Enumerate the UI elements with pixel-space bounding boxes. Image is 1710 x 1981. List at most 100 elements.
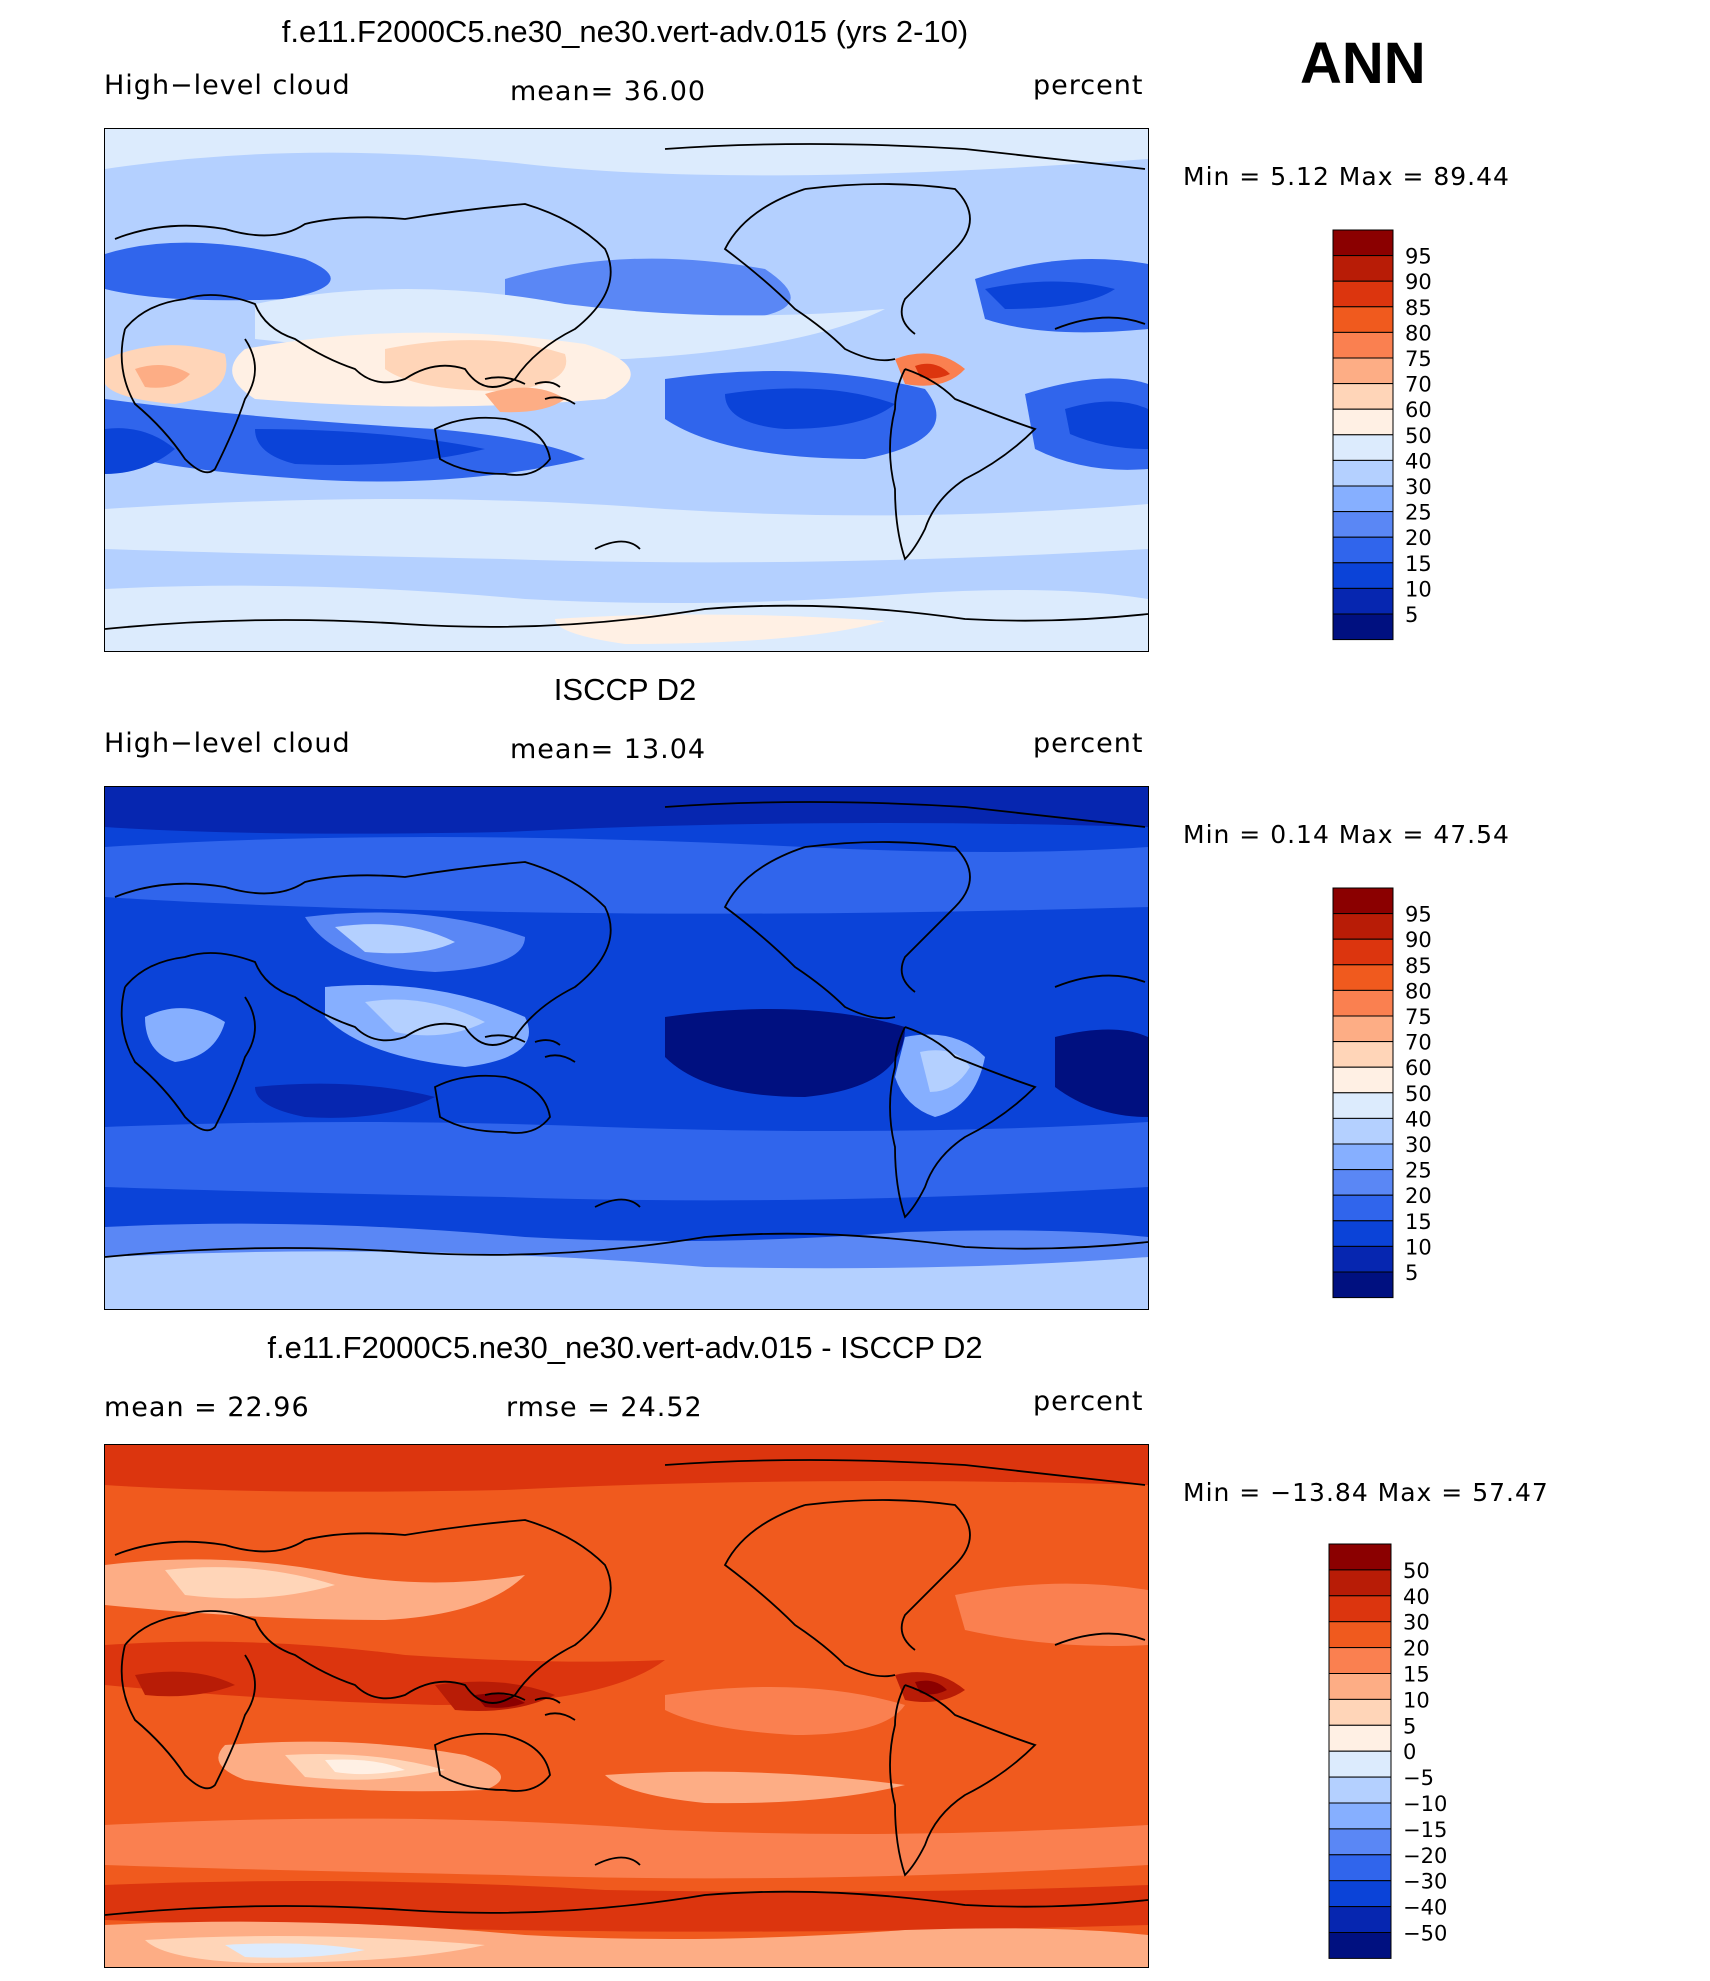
colorbar-1-tick-label: 25: [1405, 501, 1432, 525]
colorbar-3-swatch-6: [1328, 1698, 1392, 1726]
colorbar-3-swatch-2: [1328, 1595, 1392, 1623]
colorbar-2-swatch-4: [1332, 989, 1394, 1017]
colorbar-2-tick-label: 80: [1405, 979, 1432, 1003]
panel-1-mean-label: mean= 36.00: [510, 76, 707, 107]
colorbar-3-swatch-7: [1328, 1724, 1392, 1752]
colorbar-1-tick-label: 40: [1405, 449, 1432, 473]
colorbar-2-tick-label: 10: [1405, 1235, 1432, 1259]
colorbar-2-tick-label: 70: [1405, 1031, 1432, 1055]
colorbar-2-swatch-5: [1332, 1015, 1394, 1043]
colorbar-3-swatch-11: [1328, 1828, 1392, 1856]
colorbar-3-tick-label: −40: [1403, 1896, 1447, 1920]
colorbar-1-swatch-7: [1332, 408, 1394, 436]
colorbar-3-swatch-1: [1328, 1569, 1392, 1597]
colorbar-1-tick-label: 60: [1405, 398, 1432, 422]
colorbar-2-tick-label: 75: [1405, 1005, 1432, 1029]
colorbar-3-swatch-9: [1328, 1776, 1392, 1804]
colorbar-2-swatch-10: [1332, 1143, 1394, 1171]
colorbar-2-tick-label: 20: [1405, 1184, 1432, 1208]
season-annotation: ANN: [1300, 31, 1426, 96]
colorbar-3-tick-label: 10: [1403, 1688, 1430, 1712]
colorbar-3-tick-label: −15: [1403, 1818, 1447, 1842]
colorbar-2-tick-label: 15: [1405, 1210, 1432, 1234]
panel-1-title: f.e11.F2000C5.ne30_ne30.vert-adv.015 (yr…: [281, 14, 969, 49]
colorbar-1-swatch-6: [1332, 383, 1394, 410]
colorbar-1-tick-label: 30: [1405, 475, 1432, 499]
panel-3-minmax: Min = −13.84 Max = 57.47: [1183, 1478, 1549, 1507]
panel-1-minmax: Min = 5.12 Max = 89.44: [1183, 162, 1510, 191]
colorbar-3-tick-label: −50: [1403, 1922, 1447, 1946]
colorbar-3-tick-label: 0: [1403, 1740, 1416, 1764]
colorbar-3-swatch-14: [1328, 1906, 1392, 1934]
colorbar-2-swatch-14: [1332, 1245, 1394, 1273]
panel-2-colorbar: 95 90 85 80 75 70 60 50 40 30 25 20 15 10 5: [1332, 887, 1493, 1300]
colorbar-1-tick-label: 90: [1405, 270, 1432, 294]
panel-1-units-label: percent: [1033, 70, 1144, 101]
colorbar-1-tick-label: 95: [1405, 245, 1432, 269]
colorbar-3-tick-label: 5: [1403, 1714, 1416, 1738]
panel-3-colorbar: 50 40 30 20 15 10 5 0 −5 −10 −15 −20 −30 −40 −50: [1328, 1543, 1499, 1964]
panel-3-units-label: percent: [1033, 1386, 1144, 1417]
colorbar-2-tick-label: 30: [1405, 1133, 1432, 1157]
panel-1-colorbar: 95 90 85 80 75 70 60 50 40 30 25 20 15 10 5: [1332, 229, 1493, 642]
colorbar-2-tick-label: 95: [1405, 903, 1432, 927]
colorbar-2-tick-label: 5: [1405, 1261, 1418, 1285]
panel-2-mean-label: mean= 13.04: [510, 734, 707, 765]
colorbar-2-tick-label: 85: [1405, 954, 1432, 978]
colorbar-3-swatch-3: [1328, 1621, 1392, 1649]
colorbar-1-swatch-12: [1332, 536, 1394, 564]
colorbar-1-swatch-13: [1332, 562, 1394, 589]
colorbar-1-tick-label: 10: [1405, 577, 1432, 601]
colorbar-3-tick-label: 15: [1403, 1663, 1430, 1687]
colorbar-1-tick-label: 20: [1405, 526, 1432, 550]
colorbar-1-swatch-11: [1332, 511, 1394, 538]
colorbar-3-swatch-4: [1328, 1647, 1392, 1674]
colorbar-2-swatch-8: [1332, 1092, 1394, 1119]
colorbar-3-tick-label: 40: [1403, 1585, 1430, 1609]
colorbar-3-swatch-10: [1328, 1802, 1392, 1830]
colorbar-3-swatch-5: [1328, 1673, 1392, 1700]
colorbar-2-swatch-9: [1332, 1117, 1394, 1145]
colorbar-1-swatch-1: [1332, 255, 1394, 282]
colorbar-2-tick-label: 40: [1405, 1107, 1432, 1131]
colorbar-1-swatch-15: [1332, 613, 1394, 641]
colorbar-2-swatch-7: [1332, 1066, 1394, 1094]
colorbar-1-swatch-4: [1332, 331, 1394, 359]
colorbar-2-swatch-13: [1332, 1220, 1394, 1247]
panel-1-variable-label: High−level cloud: [104, 70, 351, 101]
colorbar-3-tick-label: 20: [1403, 1637, 1430, 1661]
panel-2-units-label: percent: [1033, 728, 1144, 759]
colorbar-2-swatch-12: [1332, 1194, 1394, 1222]
panel-3-title: f.e11.F2000C5.ne30_ne30.vert-adv.015 - I…: [267, 1330, 983, 1365]
colorbar-3-swatch-0: [1328, 1543, 1392, 1571]
colorbar-3-tick-label: 50: [1403, 1559, 1430, 1583]
colorbar-3-swatch-13: [1328, 1880, 1392, 1908]
colorbar-1-swatch-8: [1332, 434, 1394, 461]
panel-3-map: [104, 1444, 1149, 1968]
colorbar-1-swatch-3: [1332, 306, 1394, 333]
panel-2-title: ISCCP D2: [553, 672, 697, 707]
colorbar-2-swatch-11: [1332, 1169, 1394, 1196]
panel-3-rmse-label: rmse = 24.52: [506, 1392, 703, 1423]
colorbar-3-tick-label: −10: [1403, 1792, 1447, 1816]
colorbar-1-tick-label: 85: [1405, 296, 1432, 320]
colorbar-1-tick-label: 50: [1405, 424, 1432, 448]
colorbar-2-swatch-3: [1332, 964, 1394, 991]
panel-2-variable-label: High−level cloud: [104, 728, 351, 759]
colorbar-1-tick-label: 80: [1405, 321, 1432, 345]
colorbar-1-tick-label: 70: [1405, 373, 1432, 397]
colorbar-3-swatch-8: [1328, 1750, 1392, 1778]
colorbar-3-swatch-15: [1328, 1932, 1392, 1959]
colorbar-2-tick-label: 90: [1405, 928, 1432, 952]
colorbar-1-tick-label: 5: [1405, 603, 1418, 627]
panel-2-minmax: Min = 0.14 Max = 47.54: [1183, 820, 1510, 849]
panel-2-map: [104, 786, 1149, 1310]
colorbar-3-tick-label: −5: [1403, 1766, 1434, 1790]
colorbar-1-swatch-0: [1332, 229, 1394, 257]
colorbar-3-tick-label: −20: [1403, 1844, 1447, 1868]
colorbar-2-swatch-2: [1332, 938, 1394, 966]
colorbar-1-swatch-5: [1332, 357, 1394, 385]
colorbar-1-swatch-9: [1332, 459, 1394, 487]
colorbar-2-swatch-6: [1332, 1041, 1394, 1068]
colorbar-2-tick-label: 50: [1405, 1082, 1432, 1106]
